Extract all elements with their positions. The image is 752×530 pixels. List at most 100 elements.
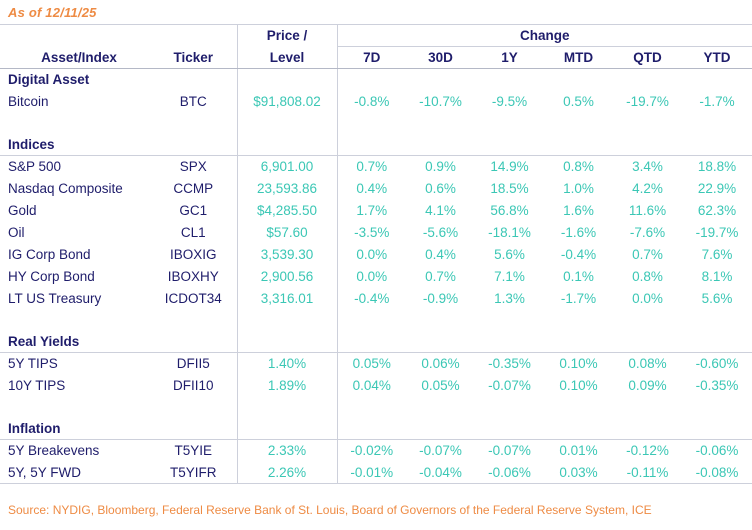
spacer-cell <box>0 397 237 418</box>
spacer-price-cell <box>236 396 338 418</box>
ticker-cell: DFII5 <box>176 356 210 372</box>
change-cell: 1.6% <box>563 203 594 218</box>
price-cell: $4,285.50 <box>236 199 338 222</box>
change-cell: 11.6% <box>628 203 667 218</box>
price-cell: 2,900.56 <box>236 265 338 288</box>
price-cell: 3,316.01 <box>236 287 338 310</box>
change-cell: 0.0% <box>356 247 388 262</box>
change-cell: 0.10% <box>559 378 598 393</box>
section-row: Inflation <box>0 417 752 440</box>
header-change-group: Change <box>337 24 752 47</box>
asset-cell: Bitcoin <box>8 94 49 109</box>
change-cell: 5.6% <box>494 247 525 262</box>
ticker-cell: BTC <box>179 94 207 109</box>
section-row: Indices <box>0 133 752 156</box>
change-cell: 18.8% <box>697 159 737 175</box>
change-cell: -0.06% <box>695 443 739 459</box>
ticker-cell: DFII10 <box>172 378 214 393</box>
change-cell: 0.01% <box>559 443 598 459</box>
change-cell: 56.8% <box>490 203 529 218</box>
section-price-cell <box>236 417 338 440</box>
change-cell: 4.1% <box>425 203 456 218</box>
table-header: Price / Change Asset/Index Ticker Level … <box>0 24 752 69</box>
header-7d: 7D <box>337 46 406 69</box>
source-note: Source: NYDIG, Bloomberg, Federal Reserv… <box>8 503 652 517</box>
price-cell: 1.40% <box>236 352 338 375</box>
change-cell: -0.08% <box>682 461 752 484</box>
change-cell: 22.9% <box>697 181 737 196</box>
change-cell: 0.7% <box>425 269 456 284</box>
change-cell: 1.0% <box>563 181 594 196</box>
change-cell: -0.8% <box>354 94 390 109</box>
header-price-line2: Level <box>236 46 338 69</box>
table-row: Gold GC1 $4,285.50 1.7% 4.1% 56.8% 1.6% 11.6% 62… <box>0 199 752 222</box>
ticker-cell: SPX <box>179 159 207 175</box>
table-row: S&P 500 SPX 6,901.00 0.7% 0.9% 14.9% 0.8% 3.4% 1… <box>0 155 752 178</box>
asset-cell: Nasdaq Composite <box>8 181 123 196</box>
ticker-cell: CL1 <box>180 225 206 240</box>
section-label: Digital Asset <box>8 72 90 88</box>
change-cell: 8.1% <box>701 269 733 284</box>
header-ticker: Ticker <box>150 46 237 69</box>
change-cell: 0.6% <box>425 181 456 196</box>
change-cell: 0.7% <box>356 159 388 175</box>
change-cell: -0.01% <box>337 461 406 484</box>
price-cell: 2.26% <box>236 461 338 484</box>
change-cell: -9.5% <box>491 94 528 109</box>
price-cell: 3,539.30 <box>236 243 338 266</box>
table-row: 10Y TIPS DFII10 1.89% 0.04% 0.05% -0.07% 0.10%… <box>0 374 752 397</box>
change-cell: -0.07% <box>419 443 462 459</box>
change-cell: -0.35% <box>695 378 739 393</box>
change-cell: -10.7% <box>419 94 462 109</box>
change-cell: 0.8% <box>563 159 594 175</box>
change-cell: -0.07% <box>488 378 531 393</box>
change-cell: -0.4% <box>560 247 597 262</box>
ticker-cell: IBOXHY <box>167 269 219 284</box>
change-cell: -19.7% <box>626 94 669 109</box>
table-row: 5Y TIPS DFII5 1.40% 0.05% 0.06% -0.35% 0.10% 0.… <box>0 352 752 375</box>
asset-cell: 5Y, 5Y FWD <box>0 461 150 484</box>
header-row-columns: Asset/Index Ticker Level 7D 30D 1Y MTD Q… <box>0 46 752 69</box>
change-cell: 7.1% <box>494 269 525 284</box>
change-cell: 0.06% <box>421 356 460 372</box>
section-change-cell <box>337 417 752 440</box>
change-cell: 3.4% <box>632 159 663 175</box>
change-cell: 0.7% <box>632 247 663 262</box>
change-cell: 5.6% <box>701 291 733 306</box>
spacer-row <box>0 112 752 134</box>
change-cell: 0.8% <box>632 269 663 284</box>
table-row: 5Y, 5Y FWD T5YIFR 2.26% -0.01% -0.04% -0.06% 0… <box>0 461 752 484</box>
price-cell: $91,808.02 <box>236 90 338 113</box>
change-cell: -7.6% <box>629 225 666 240</box>
change-cell: -0.02% <box>350 443 394 459</box>
header-row-group: Price / Change <box>0 24 752 47</box>
change-cell: -0.9% <box>422 291 459 306</box>
change-cell: -0.07% <box>488 443 531 459</box>
change-cell: -1.7% <box>699 94 735 109</box>
change-cell: -0.4% <box>354 291 390 306</box>
price-cell: 23,593.86 <box>236 177 338 200</box>
change-cell: 1.3% <box>494 291 525 306</box>
section-label: Indices <box>0 133 237 156</box>
table-row: IG Corp Bond IBOXIG 3,539.30 0.0% 0.4% 5.6% -0… <box>0 243 752 266</box>
header-30d: 30D <box>406 46 475 69</box>
assets-table: Price / Change Asset/Index Ticker Level … <box>0 24 752 484</box>
change-cell: 18.5% <box>490 181 529 196</box>
page: As of 12/11/25 Price / Change Asset/Inde… <box>0 5 752 517</box>
change-cell: 0.10% <box>559 356 598 372</box>
change-cell: 62.3% <box>697 203 737 218</box>
section-price-cell <box>236 133 338 156</box>
spacer-cell <box>0 310 237 331</box>
change-cell: -1.6% <box>560 225 597 240</box>
spacer-cell <box>0 113 237 134</box>
change-cell: 4.2% <box>632 181 663 196</box>
asset-cell: Oil <box>8 225 25 240</box>
header-asset-index: Asset/Index <box>0 46 150 69</box>
header-ytd: YTD <box>682 46 752 69</box>
ticker-cell: T5YIE <box>174 443 212 459</box>
price-cell: 6,901.00 <box>236 155 338 178</box>
change-cell: -1.7% <box>560 291 597 306</box>
asset-cell: HY Corp Bond <box>8 269 95 284</box>
change-cell: 0.09% <box>628 378 667 393</box>
change-cell: -0.12% <box>626 443 669 459</box>
